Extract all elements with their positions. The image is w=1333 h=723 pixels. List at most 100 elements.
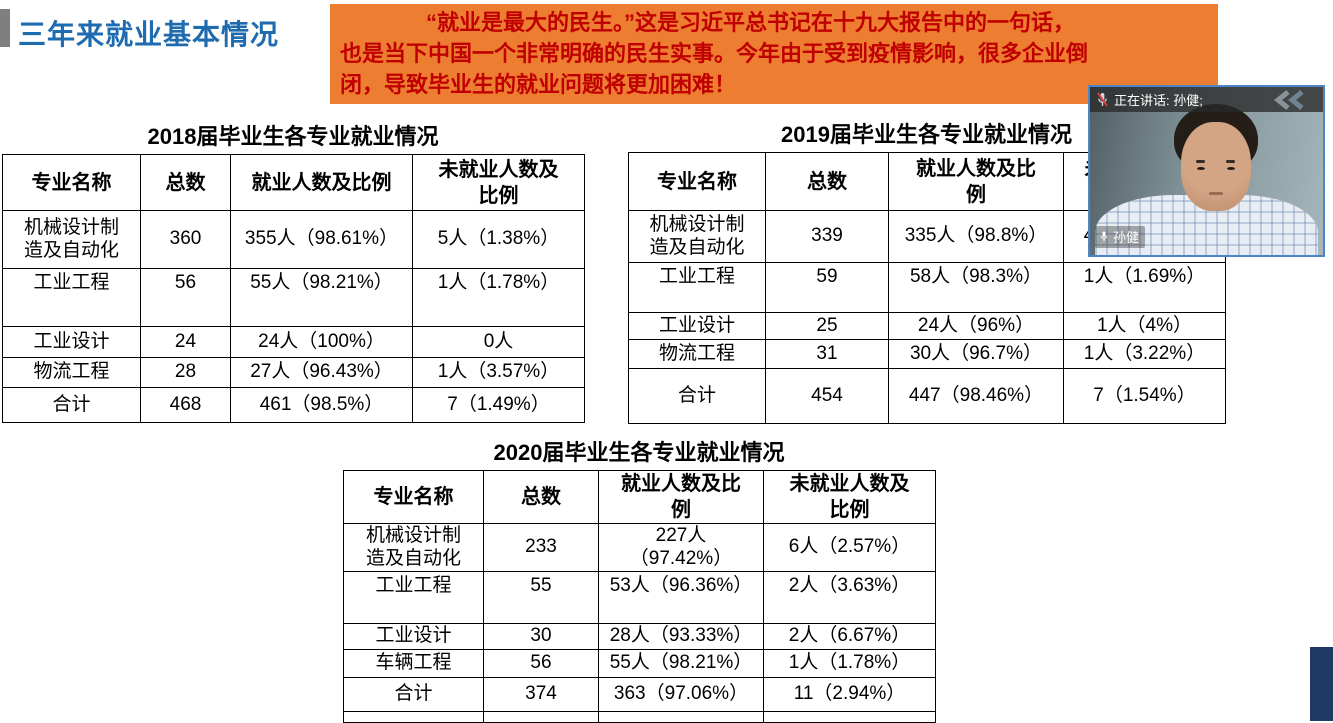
table-cell: 7（1.49%）: [412, 387, 585, 423]
table-cell: 25: [765, 312, 889, 340]
column-header: 未就业人数及 比例: [412, 154, 585, 211]
table-cell: 2人（6.67%）: [763, 623, 936, 650]
table-cell: 2人（3.63%）: [763, 571, 936, 624]
table-cell: 11（2.94%）: [763, 677, 936, 712]
quote-banner: “就业是最大的民生。”这是习近平总书记在十九大报告中的一句话， 也是当下中国一个…: [330, 4, 1218, 104]
table-cell: 58人（98.3%）: [888, 262, 1064, 313]
table-2020-section: 2020届毕业生各专业就业情况 专业名称 总数 就业人数及比 例未就业人数及 比例机…: [343, 438, 936, 723]
table-row: 合计 374 363（97.06%） 11（2.94%）: [343, 677, 936, 712]
table-cell: 374: [483, 677, 599, 712]
video-call-window[interactable]: 正在讲话: 孙健; 孙健: [1088, 85, 1325, 257]
table-cell: 55人（98.21%）: [230, 268, 413, 327]
table-cell: 227人 （97.42%）: [598, 523, 764, 572]
table-cell: 机械设计制 造及自动化: [343, 523, 484, 572]
table-cell: 56: [483, 649, 599, 678]
table-cell: 1人（4%）: [1063, 312, 1226, 340]
column-header: 总数: [140, 154, 231, 211]
table-cell: 机械设计制 造及自动化: [2, 210, 141, 269]
table-cell: 工业工程: [2, 268, 141, 327]
table-cell: 447（98.46%）: [888, 368, 1064, 424]
table-cell: 30人（96.7%）: [888, 339, 1064, 369]
table-cell: 工业设计: [628, 312, 766, 340]
table-cell: 1人（3.57%）: [412, 357, 585, 388]
participant-name: 孙健: [1113, 230, 1140, 245]
column-header: 专业名称: [628, 152, 766, 211]
table-row: 物流工程 28 27人（96.43%） 1人（3.57%）: [2, 357, 585, 388]
table-cell: 合计: [2, 387, 141, 423]
table-cell: 24: [140, 326, 231, 358]
table-cell: 24人（96%）: [888, 312, 1064, 340]
table-cell: 339: [765, 210, 889, 263]
table-row: 合计 468 461（98.5%） 7（1.49%）: [2, 387, 585, 423]
table-cell: 6人（2.57%）: [763, 523, 936, 572]
table-cell: 合计: [343, 677, 484, 712]
table-cell: 1人（3.22%）: [1063, 339, 1226, 369]
face-detail: [1208, 191, 1223, 195]
table-cell: 工业设计: [2, 326, 141, 358]
speaker-status-bar: 正在讲话: 孙健;: [1090, 87, 1323, 112]
mic-icon: [1099, 230, 1109, 243]
table-row: 工业工程 55 53人（96.36%） 2人（3.63%）: [343, 571, 936, 624]
participant-video: [1090, 87, 1323, 255]
table-cell: 工业工程: [628, 262, 766, 313]
table-cell: 31: [765, 339, 889, 369]
table-cell: 5人（1.38%）: [412, 210, 585, 269]
participant-name-tag: 孙健: [1095, 226, 1146, 248]
face-detail: [1226, 166, 1235, 170]
participant-face: [1180, 122, 1251, 212]
table-row: 工业工程 56 55人（98.21%） 1人（1.78%）: [2, 268, 585, 327]
table-row: 工业设计 30 28人（93.33%） 2人（6.67%）: [343, 623, 936, 650]
table-cell: 7（1.54%）: [1063, 368, 1226, 424]
table-row: 机械设计制 造及自动化 233 227人 （97.42%） 6人（2.57%）: [343, 523, 936, 572]
table-2018-section: 2018届毕业生各专业就业情况 专业名称 总数 就业人数及比例 未就业人数及 比例 机械…: [2, 122, 585, 423]
employment-table-2020: 专业名称 总数 就业人数及比 例未就业人数及 比例 机械设计制 造及自动化 233 227…: [343, 470, 936, 723]
table-row: [343, 711, 936, 723]
column-header: 总数: [765, 152, 889, 211]
table-row: 合计 454 447（98.46%） 7（1.54%）: [628, 368, 1226, 424]
table-cell: 355人（98.61%）: [230, 210, 413, 269]
table-cell: 233: [483, 523, 599, 572]
table-cell: 合计: [628, 368, 766, 424]
table-row: 工业工程 59 58人（98.3%） 1人（1.69%）: [628, 262, 1226, 313]
column-header: 未就业人数及 比例: [763, 470, 936, 524]
table-cell: 55: [483, 571, 599, 624]
table-row: 工业设计 24 24人（100%） 0人: [2, 326, 585, 358]
table-cell: 335人（98.8%）: [888, 210, 1064, 263]
table-cell: 360: [140, 210, 231, 269]
page-title: 三年来就业基本情况: [18, 19, 280, 50]
face-detail: [1196, 166, 1205, 170]
muted-mic-icon: [1096, 92, 1109, 107]
column-header: 专业名称: [343, 470, 484, 524]
header-row: 专业名称总数就业人数及比 例未就业人数及 比例: [343, 470, 936, 524]
column-header: 总数: [483, 470, 599, 524]
table-cell: 0人: [412, 326, 585, 358]
banner-line: “就业是最大的民生。”这是习近平总书记在十九大报告中的一句话，: [426, 10, 1076, 35]
employment-table-2018: 专业名称 总数 就业人数及比例 未就业人数及 比例 机械设计制 造及自动化 360 355人…: [2, 154, 585, 423]
table-row: 工业设计 25 24人（96%） 1人（4%）: [628, 312, 1226, 340]
table-row: 物流工程 31 30人（96.7%） 1人（3.22%）: [628, 339, 1226, 369]
table-cell: 468: [140, 387, 231, 423]
column-header: 专业名称: [2, 154, 141, 211]
table-cell: 工业工程: [343, 571, 484, 624]
table-cell: 28人（93.33%）: [598, 623, 764, 650]
table-cell: 28: [140, 357, 231, 388]
corner-decoration: [1310, 647, 1333, 721]
table-cell: 车辆工程: [343, 649, 484, 678]
table-cell: 1人（1.69%）: [1063, 262, 1226, 313]
table-title: 2018届毕业生各专业就业情况: [147, 124, 439, 149]
table-cell: 363（97.06%）: [598, 677, 764, 712]
table-cell: 工业设计: [343, 623, 484, 650]
speaking-label: 正在讲话: 孙健;: [1114, 93, 1203, 108]
table-title: 2019届毕业生各专业就业情况: [781, 122, 1072, 147]
face-detail: [1196, 159, 1206, 163]
table-cell: 24人（100%）: [230, 326, 413, 358]
column-header: 就业人数及比 例: [598, 470, 764, 524]
table-cell: 461（98.5%）: [230, 387, 413, 423]
column-header: 就业人数及比 例: [888, 152, 1064, 211]
table-cell: 454: [765, 368, 889, 424]
face-detail: [1226, 159, 1236, 163]
table-cell: 1人（1.78%）: [763, 649, 936, 678]
table-cell: 59: [765, 262, 889, 313]
table-cell: 30: [483, 623, 599, 650]
